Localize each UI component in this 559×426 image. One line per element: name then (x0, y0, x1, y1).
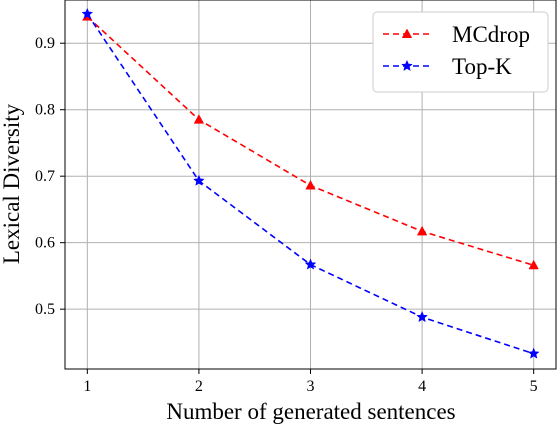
y-tick-label: 0.8 (35, 102, 55, 119)
y-tick-label: 0.6 (35, 235, 55, 252)
data-point-mcdrop (528, 259, 539, 270)
data-point-top-k (304, 258, 317, 270)
legend-marker-top-k (401, 59, 413, 71)
x-tick-label: 3 (307, 378, 315, 395)
tick-layer: 1 2 3 4 5 0.5 0.6 0.7 0.8 0.9 (35, 35, 538, 395)
legend-entry-top-k: Top-K (383, 54, 512, 79)
data-point-top-k (81, 7, 94, 19)
data-point-top-k (416, 310, 428, 323)
data-point-top-k (527, 347, 540, 359)
y-tick-label: 0.9 (35, 35, 55, 52)
x-tick-label: 2 (195, 378, 203, 395)
data-point-mcdrop (416, 225, 428, 236)
series-top-k (81, 7, 540, 359)
legend-box (372, 11, 549, 93)
data-point-mcdrop (193, 114, 205, 124)
x-axis-title: Number of generated sentences (166, 399, 455, 424)
x-tick-label: 1 (83, 378, 91, 395)
x-tick-label: 4 (418, 378, 426, 395)
y-axis-title: Lexical Diversity (0, 103, 24, 264)
data-point-mcdrop (305, 179, 316, 190)
legend-marker-mcdrop (401, 28, 413, 38)
x-tick-label: 5 (530, 378, 538, 395)
series-layer (81, 7, 540, 359)
data-point-top-k (193, 174, 205, 186)
y-tick-label: 0.7 (35, 168, 55, 185)
y-tick-label: 0.5 (35, 301, 55, 318)
legend-entry-mcdrop: MCdrop (383, 22, 530, 47)
legend-label-top-k: Top-K (452, 54, 512, 79)
legend-label-mcdrop: MCdrop (452, 22, 530, 47)
legend: MCdrop Top-K (372, 11, 549, 93)
